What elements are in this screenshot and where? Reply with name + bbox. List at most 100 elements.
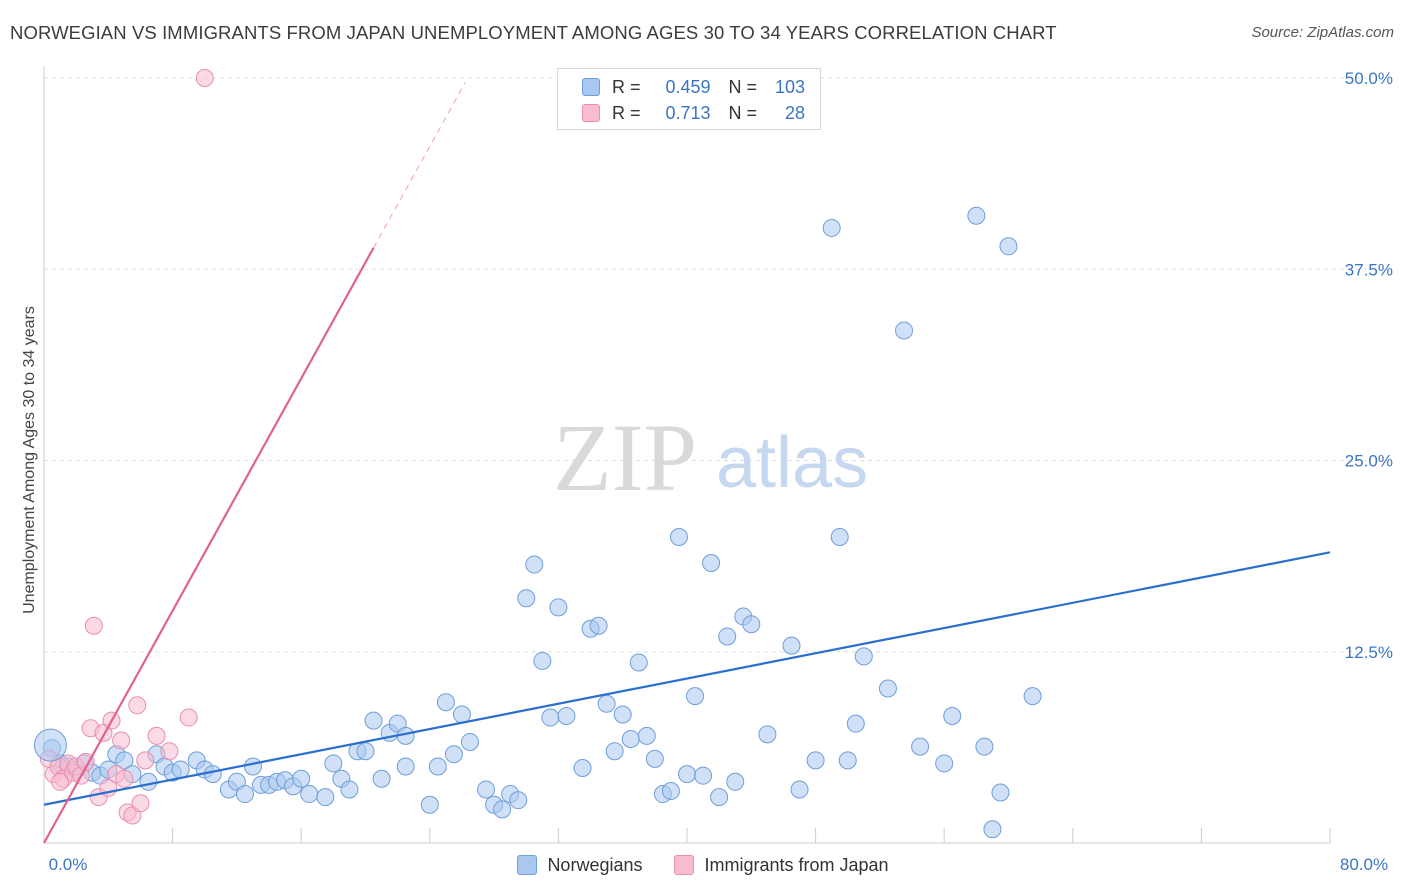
norwegian-point (356, 742, 375, 761)
norwegian-point (935, 754, 954, 773)
japan-point (128, 696, 147, 715)
norwegian-point (645, 749, 664, 768)
norwegian-point (911, 737, 930, 756)
norwegian-point (830, 528, 849, 546)
norwegian-point (790, 780, 809, 799)
norwegian-point (967, 206, 986, 225)
y-axis-label: Unemployment Among Ages 30 to 34 years (21, 306, 38, 614)
norwegian-point (340, 780, 359, 799)
legend-swatch-blue (582, 78, 600, 96)
japan-point (160, 742, 179, 761)
norwegian-point (541, 708, 560, 727)
japan-point (131, 794, 150, 813)
norwegian-point (661, 781, 680, 800)
legend-item-japan[interactable]: Immigrants from Japan (674, 854, 889, 876)
norwegian-point (139, 772, 158, 791)
norwegian-point (428, 757, 447, 776)
norwegian-point (420, 795, 439, 814)
norwegian-trendline (43, 551, 1331, 806)
legend-r-label: R = (612, 76, 641, 97)
norwegian-point (292, 769, 311, 788)
norwegian-point (1023, 687, 1042, 706)
correlation-legend: R = 0.459 N = 103 R = 0.713 N = 28 (557, 68, 821, 130)
legend-row-japan: R = 0.713 N = 28 (582, 101, 805, 125)
norwegian-point (854, 647, 873, 666)
norwegian-point (533, 651, 552, 670)
norwegian-point (589, 616, 608, 635)
legend-r-label: R = (612, 102, 641, 123)
norwegian-point (702, 554, 721, 573)
norwegian-point (605, 742, 624, 761)
japan-point (147, 726, 166, 745)
norwegian-point (460, 733, 479, 752)
norwegian-point (115, 751, 134, 770)
norwegian-point (895, 321, 914, 340)
norwegian-point (33, 728, 67, 762)
norwegian-point (686, 687, 705, 706)
japan-point (115, 769, 134, 788)
norwegian-point (718, 627, 737, 646)
norwegian-point (171, 760, 190, 779)
y-tick-label: 12.5% (1345, 643, 1393, 662)
norwegian-point (509, 791, 528, 810)
legend-row-norwegians: R = 0.459 N = 103 (582, 75, 805, 99)
norwegian-point (396, 757, 415, 776)
norwegian-point (621, 729, 640, 748)
data-points (33, 69, 1042, 839)
japan-point (179, 708, 198, 727)
norwegian-point (597, 694, 616, 713)
norwegian-point (838, 751, 857, 770)
legend-label-japan: Immigrants from Japan (704, 854, 889, 875)
norwegian-point (235, 785, 254, 804)
legend-r-value: 0.459 (665, 76, 711, 97)
y-tick-label: 37.5% (1345, 260, 1393, 279)
legend-swatch-pink (582, 104, 600, 122)
norwegian-point (517, 589, 536, 608)
norwegian-point (436, 693, 455, 712)
norwegian-point (694, 766, 713, 785)
norwegian-point (324, 754, 343, 773)
norwegian-point (573, 759, 592, 778)
legend-swatch-pink (674, 855, 695, 875)
norwegian-point (822, 218, 841, 237)
japan-point (136, 751, 155, 770)
y-tick-label: 25.0% (1345, 452, 1393, 471)
watermark: ZIP atlas (553, 404, 868, 511)
legend-n-label: N = (728, 102, 758, 123)
norwegian-point (991, 783, 1010, 802)
legend-n-value: 103 (774, 76, 806, 97)
axes (43, 66, 1331, 844)
norwegian-point (782, 636, 801, 655)
norwegian-point (758, 725, 777, 744)
series-legend: Norwegians Immigrants from Japan (0, 852, 1406, 878)
source-label: Source: ZipAtlas.com (1251, 24, 1394, 41)
norwegian-point (525, 555, 544, 574)
trendlines (43, 82, 1331, 844)
norwegian-point (678, 765, 696, 784)
japan-point (51, 772, 70, 791)
legend-item-norwegians[interactable]: Norwegians (517, 855, 642, 876)
watermark-zip: ZIP (553, 404, 697, 511)
legend-n-value: 28 (785, 102, 806, 123)
norwegian-point (477, 780, 496, 799)
norwegian-point (557, 707, 576, 726)
japan-point (84, 616, 103, 635)
norwegian-point (943, 707, 962, 726)
norwegian-point (203, 765, 222, 784)
norwegian-point (726, 772, 745, 791)
japan-trendline-extension (373, 82, 466, 249)
y-tick-label: 50.0% (1345, 69, 1393, 88)
norwegian-point (316, 788, 335, 807)
norwegian-point (637, 726, 656, 745)
norwegian-point (444, 745, 463, 764)
norwegian-point (549, 598, 568, 617)
tick-labels: 12.5% 25.0% 37.5% 50.0% 0.0% 80.0% (49, 69, 1393, 874)
watermark-atlas: atlas (716, 423, 868, 503)
x-tick-label: 0.0% (49, 855, 88, 874)
norwegian-point (878, 679, 897, 698)
norwegian-point (364, 711, 383, 730)
norwegian-point (846, 714, 865, 733)
norwegian-point (669, 528, 688, 546)
norwegian-point (243, 757, 262, 776)
